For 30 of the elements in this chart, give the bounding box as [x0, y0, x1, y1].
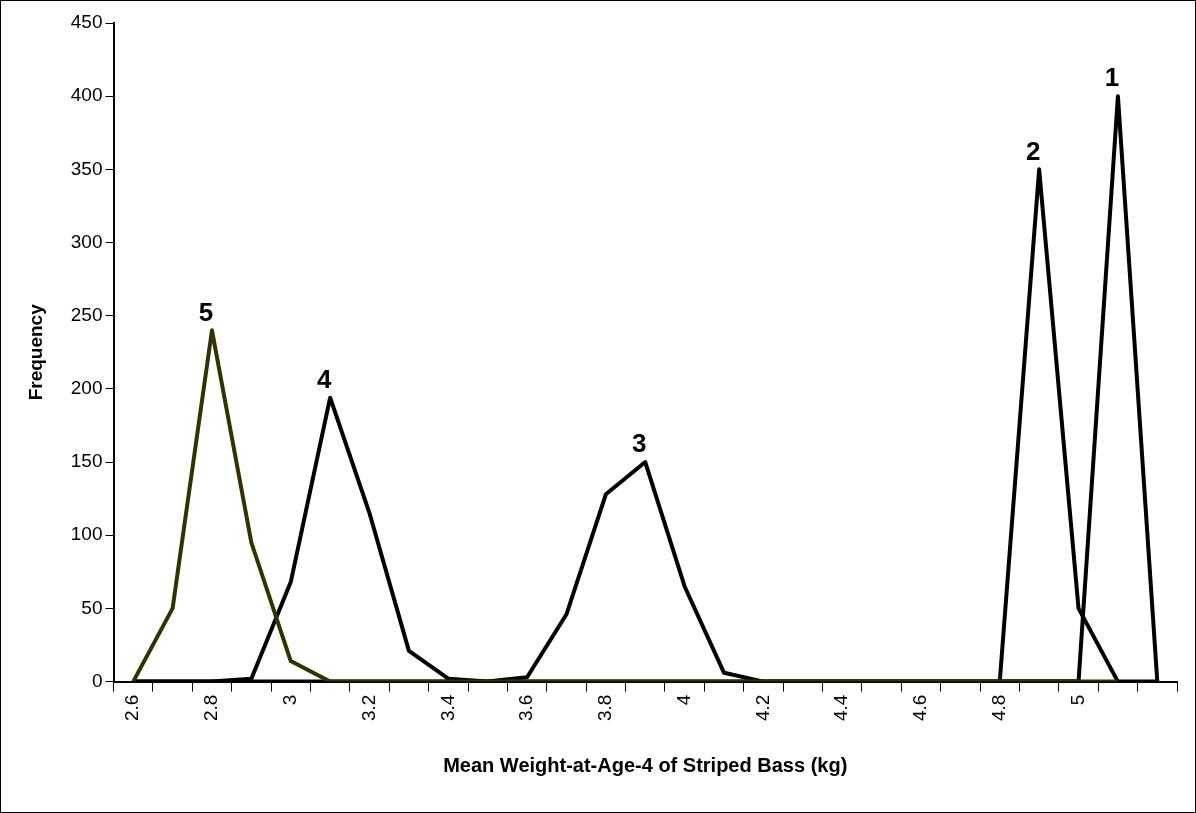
series-label: 3 [632, 428, 647, 459]
y-tick-label: 150 [70, 450, 103, 472]
y-tick-label: 300 [70, 230, 103, 252]
y-tick-label: 50 [81, 596, 103, 618]
y-tick-label: 100 [70, 523, 103, 545]
y-tick-label: 250 [70, 303, 103, 325]
x-axis-title: Mean Weight-at-Age-4 of Striped Bass (kg) [443, 753, 848, 776]
x-tick-label: 4.8 [987, 694, 1009, 722]
x-tick-label: 5 [1066, 694, 1088, 706]
x-tick-label: 3.2 [357, 694, 379, 722]
series-label: 4 [316, 363, 332, 394]
x-tick-label: 2.6 [121, 694, 143, 722]
x-tick-label: 4 [672, 694, 694, 706]
x-tick-label: 3.6 [515, 694, 537, 722]
series-label: 1 [1104, 62, 1120, 93]
y-tick-label: 450 [70, 11, 103, 33]
x-tick-label: 3 [278, 694, 300, 706]
x-tick-label: 4.6 [909, 694, 931, 722]
y-tick-label: 400 [70, 84, 103, 106]
y-tick-label: 200 [70, 377, 103, 399]
x-tick-label: 3.8 [594, 694, 616, 722]
x-tick-label: 2.8 [200, 694, 222, 722]
x-tick-label: 4.2 [751, 694, 773, 722]
x-tick-label: 4.4 [830, 694, 852, 722]
y-tick-label: 0 [91, 669, 103, 691]
series-label: 5 [198, 296, 214, 327]
y-axis-title: Frequency [24, 303, 46, 401]
series-label: 2 [1025, 135, 1041, 166]
y-tick-label: 350 [70, 157, 103, 179]
x-tick-label: 3.4 [436, 694, 458, 722]
